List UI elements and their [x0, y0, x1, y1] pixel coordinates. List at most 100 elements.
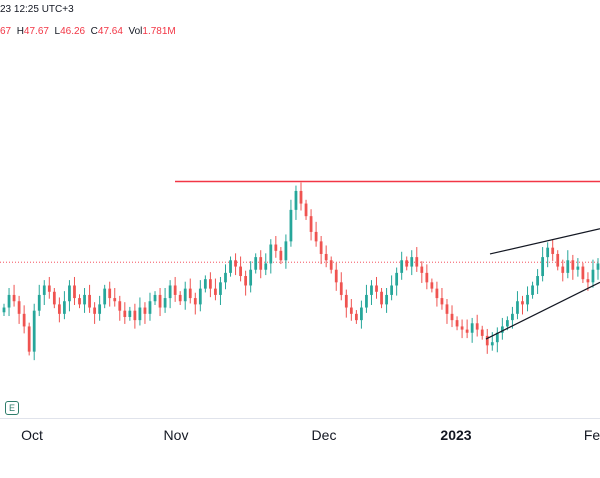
- candle-body: [73, 285, 76, 299]
- candle-body: [93, 307, 96, 314]
- candle-body: [375, 285, 378, 292]
- candle-body: [536, 276, 539, 286]
- candle-body: [541, 257, 545, 277]
- candle-body: [566, 260, 570, 273]
- candle-body: [485, 335, 489, 346]
- candle-body: [37, 294, 41, 311]
- candle-body: [63, 301, 66, 314]
- candle-body: [329, 260, 333, 270]
- candle-body: [390, 285, 393, 295]
- candle-body: [78, 298, 81, 305]
- candle-body: [445, 304, 449, 314]
- candle-body: [123, 310, 127, 317]
- candle-body: [17, 301, 21, 314]
- candle-body: [103, 288, 107, 305]
- time-axis-label: Nov: [163, 427, 189, 443]
- candle-body: [440, 298, 444, 305]
- ohlc-label: C: [90, 26, 98, 37]
- candle-body: [551, 247, 555, 254]
- candle-body: [360, 307, 363, 321]
- symbol-datetime: 23 12:25 UTC+3: [0, 4, 74, 15]
- time-axis-label: 2023: [440, 427, 472, 443]
- candle-body: [143, 307, 147, 314]
- candle-body: [365, 294, 368, 308]
- candle-body: [490, 342, 494, 346]
- candle-body: [576, 266, 580, 270]
- earnings-marker[interactable]: E: [5, 401, 19, 415]
- candle-body: [158, 294, 162, 308]
- candle-body: [319, 241, 323, 254]
- candle-body: [455, 320, 459, 327]
- candle-body: [173, 285, 177, 295]
- candle-body: [148, 301, 152, 314]
- candle-body: [27, 326, 31, 352]
- candle-body: [234, 260, 237, 267]
- candle-body: [480, 329, 484, 336]
- candle-body: [224, 272, 227, 283]
- candle-body: [460, 326, 464, 330]
- ohlc-value: 47.67: [23, 26, 49, 37]
- channel-upper-line: [489, 228, 600, 255]
- candle-body: [274, 244, 278, 251]
- candle-body: [309, 216, 313, 232]
- candle-body: [52, 291, 56, 305]
- candle-body: [415, 257, 419, 267]
- candle-body: [430, 282, 434, 289]
- candle-body: [324, 253, 328, 261]
- candle-body: [354, 313, 358, 321]
- candle-body: [334, 269, 338, 283]
- candle-body: [244, 276, 248, 286]
- candle-body: [395, 272, 399, 286]
- candle-body: [420, 266, 424, 273]
- candle-body: [118, 301, 122, 311]
- candle-body: [450, 313, 454, 321]
- ohlc-label: Vol: [128, 26, 143, 37]
- candle-body: [269, 244, 273, 264]
- ohlc-value: 67: [0, 26, 12, 37]
- candle-body: [284, 241, 288, 261]
- candle-body: [47, 285, 51, 292]
- candle-body: [264, 263, 268, 270]
- candle-body: [571, 260, 575, 270]
- candle-body: [465, 329, 469, 333]
- candle-body: [591, 269, 595, 283]
- candle-body: [209, 279, 212, 289]
- candle-body: [410, 257, 414, 267]
- candle-body: [219, 282, 222, 295]
- candle-body: [68, 285, 71, 302]
- candle-body: [113, 298, 117, 302]
- candle-body: [531, 285, 534, 295]
- time-axis-label: Fe: [583, 427, 600, 443]
- candle-body: [400, 260, 404, 273]
- candle-body: [2, 307, 6, 313]
- ohlc-value: 47.64: [97, 26, 123, 37]
- candle-body: [214, 288, 217, 295]
- ohlc-value: 46.26: [60, 26, 86, 37]
- ohlc-legend: 67 H47.67 L46.26 C47.64 Vol1.781M: [0, 26, 176, 37]
- candle-body: [546, 247, 550, 258]
- chart-area[interactable]: [0, 0, 600, 418]
- candle-body: [596, 263, 600, 270]
- candle-body: [83, 294, 86, 305]
- candle-body: [370, 285, 373, 295]
- candle-body: [22, 313, 26, 327]
- candle-body: [581, 266, 585, 280]
- candle-body: [88, 294, 91, 308]
- candle-body: [198, 288, 202, 305]
- candle-body: [470, 323, 474, 333]
- candle-body: [168, 285, 172, 299]
- candle-body: [32, 310, 36, 352]
- candle-body: [344, 294, 348, 308]
- candle-body: [133, 310, 137, 321]
- candle-body: [57, 304, 61, 314]
- candle-body: [500, 326, 504, 333]
- candle-body: [108, 288, 112, 299]
- time-axis[interactable]: Oct Nov Dec 2023 Fe: [0, 418, 600, 478]
- ohlc-label: L: [54, 26, 61, 37]
- candle-body: [556, 253, 560, 267]
- candle-body: [193, 298, 197, 305]
- candle-body: [254, 257, 258, 270]
- price-chart[interactable]: [0, 0, 600, 418]
- candle-body: [259, 257, 263, 270]
- candle-body: [506, 320, 509, 327]
